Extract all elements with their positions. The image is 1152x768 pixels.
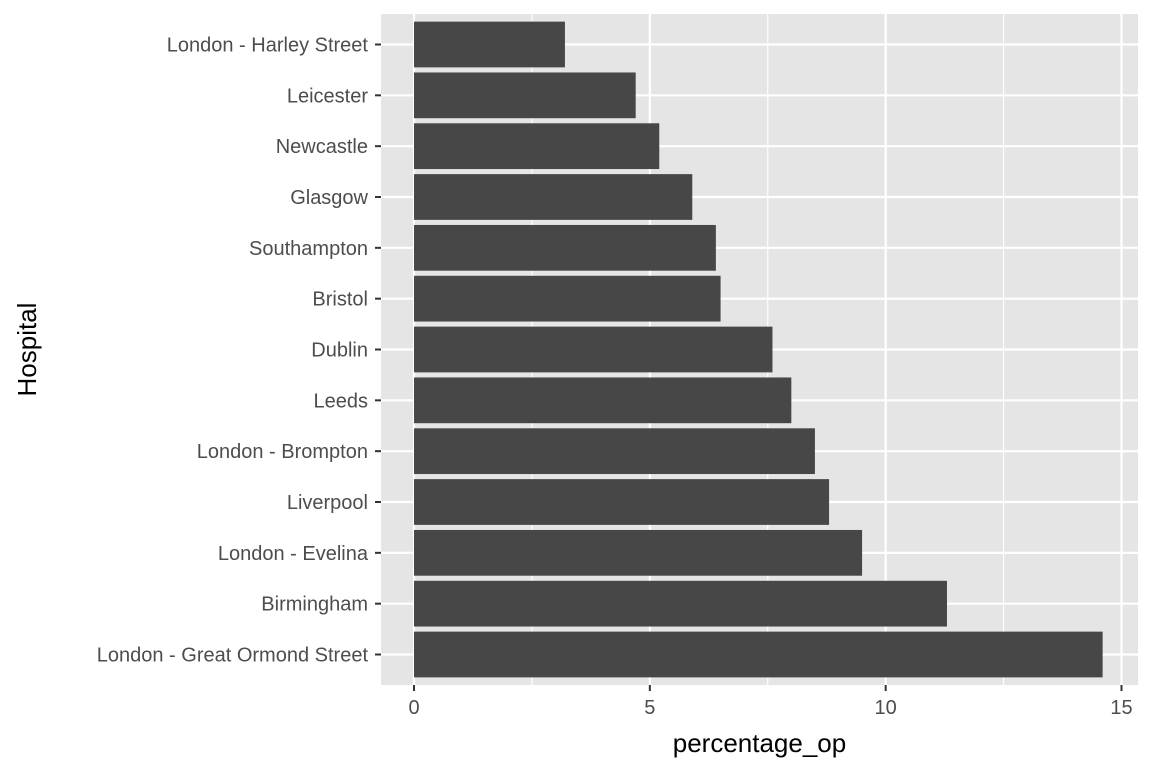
y-tick-label: Bristol: [312, 289, 368, 311]
y-tick-label: London - Great Ormond Street: [97, 645, 369, 667]
bar: [414, 21, 565, 68]
x-tick-label: 10: [875, 697, 897, 719]
y-tick-label: London - Evelina: [218, 543, 369, 565]
bar: [414, 72, 636, 119]
y-tick-label: Dublin: [311, 340, 368, 362]
y-axis-title: Hospital: [12, 303, 42, 397]
bar: [414, 224, 716, 271]
bar: [414, 580, 947, 627]
bar: [414, 428, 815, 475]
y-tick-label: London - Harley Street: [167, 35, 369, 57]
x-axis-title: percentage_op: [673, 728, 846, 758]
y-tick-label: Birmingham: [261, 594, 368, 616]
x-axis: 0 5 10 15: [408, 685, 1133, 719]
bar: [414, 529, 863, 576]
bars: [414, 21, 1103, 678]
y-tick-label: Leicester: [287, 85, 368, 107]
y-axis: London - Harley Street Leicester Newcastle…: [97, 35, 381, 667]
bar: [414, 479, 830, 525]
x-tick-label: 5: [644, 697, 655, 719]
y-tick-label: Glasgow: [290, 187, 368, 209]
bar: [414, 123, 660, 170]
bar: [414, 631, 1103, 678]
bar: [414, 377, 792, 424]
bar: [414, 174, 693, 220]
y-tick-label: Leeds: [314, 390, 369, 412]
y-tick-label: Newcastle: [276, 136, 368, 158]
x-tick-label: 15: [1110, 697, 1132, 719]
x-tick-label: 0: [408, 697, 419, 719]
y-tick-label: Southampton: [249, 238, 368, 260]
y-tick-label: Liverpool: [287, 492, 368, 514]
bar: [414, 326, 773, 373]
y-tick-label: London - Brompton: [197, 441, 368, 463]
bar: [414, 275, 721, 322]
